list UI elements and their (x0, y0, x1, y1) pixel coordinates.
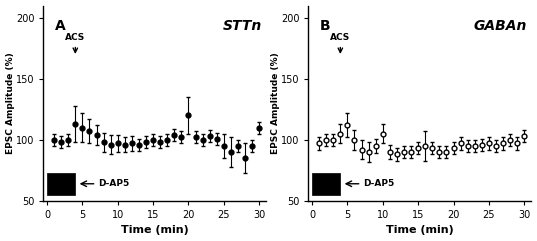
Y-axis label: EPSC Amplitude (%): EPSC Amplitude (%) (271, 52, 280, 154)
X-axis label: Time (min): Time (min) (121, 225, 189, 235)
Bar (47, 173, 75, 195)
Text: A: A (55, 19, 66, 33)
X-axis label: Time (min): Time (min) (386, 225, 454, 235)
Text: D-AP5: D-AP5 (363, 179, 394, 188)
Text: D-AP5: D-AP5 (98, 179, 129, 188)
Text: STTn: STTn (223, 19, 262, 33)
Text: ACS: ACS (330, 33, 351, 42)
Text: B: B (320, 19, 330, 33)
Text: ACS: ACS (65, 33, 85, 42)
Bar (312, 173, 340, 195)
Text: GABAn: GABAn (474, 19, 527, 33)
Y-axis label: EPSC Amplitude (%): EPSC Amplitude (%) (5, 52, 14, 154)
